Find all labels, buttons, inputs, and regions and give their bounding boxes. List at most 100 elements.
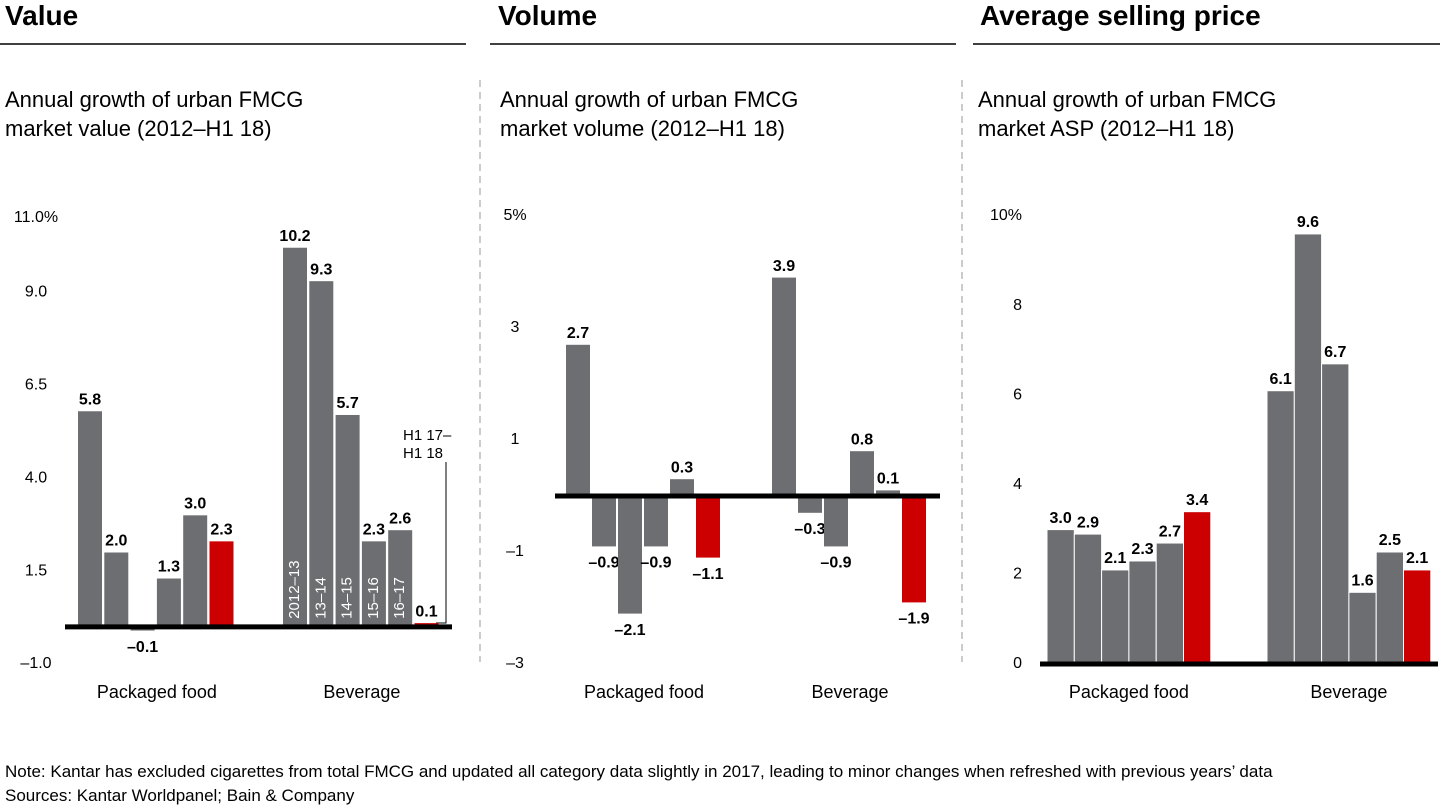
value-label: 9.3 (310, 261, 332, 278)
period-label: 16–17 (391, 577, 408, 619)
bar (902, 496, 926, 603)
period-label: 2012–13 (286, 560, 303, 618)
y-tick-label: 3 (511, 319, 520, 336)
bar (1348, 591, 1377, 665)
bar (1293, 233, 1323, 665)
value-label: –0.1 (127, 639, 158, 656)
value-label: 1.3 (158, 559, 180, 576)
period-label: 13–14 (312, 577, 329, 619)
value-label: 2.9 (1077, 514, 1099, 531)
period-label: 14–15 (339, 577, 356, 619)
y-tick-label: 0 (1013, 655, 1022, 672)
y-tick-label: 11.0% (14, 209, 58, 226)
value-label: –0.9 (820, 555, 851, 572)
y-tick-label: 1 (511, 431, 520, 448)
value-label: 0.1 (415, 603, 437, 620)
value-label: 2.5 (1379, 532, 1401, 549)
value-label: 2.6 (389, 510, 411, 527)
bar (772, 277, 796, 496)
bar (283, 247, 307, 627)
bar (592, 496, 616, 547)
y-tick-label: 6 (1013, 386, 1022, 403)
bar (876, 490, 900, 496)
y-tick-label: 1.5 (25, 562, 47, 579)
value-label: –1.1 (692, 566, 723, 583)
value-label: –1.9 (898, 611, 929, 628)
value-label: –0.9 (588, 555, 619, 572)
bar (1266, 390, 1295, 665)
y-tick-label: 2 (1013, 566, 1022, 583)
value-label: 2.3 (210, 522, 232, 539)
value-label: –2.1 (614, 622, 645, 639)
category-label: Packaged food (97, 682, 217, 702)
value-label: 5.8 (79, 391, 101, 408)
value-label: 6.1 (1270, 371, 1292, 388)
bar (618, 496, 642, 614)
bar (1403, 569, 1432, 665)
category-label: Packaged food (584, 682, 704, 702)
bar (1321, 363, 1350, 665)
value-label: 2.3 (1131, 541, 1153, 558)
y-tick-label: 10% (990, 207, 1022, 224)
value-label: 0.1 (877, 471, 899, 488)
bar (78, 411, 102, 627)
bar (388, 530, 413, 627)
bar (824, 496, 848, 547)
bar (104, 552, 129, 627)
bar (1183, 511, 1212, 665)
bar (156, 578, 181, 627)
panel-title: Value (5, 0, 79, 31)
value-label: 3.9 (773, 258, 795, 275)
panel-subtitle: Annual growth of urban FMCG market value… (5, 87, 304, 141)
value-label: –0.9 (640, 555, 671, 572)
panel-subtitle: Annual growth of urban FMCG market volum… (500, 87, 799, 141)
note: Note: Kantar has excluded cigarettes fro… (5, 762, 1273, 781)
value-label: 9.6 (1297, 214, 1319, 231)
value-label: 5.7 (336, 395, 358, 412)
y-tick-label: 5% (503, 207, 526, 224)
bar (850, 451, 874, 496)
y-tick-label: 4.0 (25, 469, 47, 486)
y-tick-label: –1.0 (20, 655, 51, 672)
panel-title: Average selling price (980, 0, 1261, 31)
panel-title: Volume (498, 0, 598, 31)
y-tick-label: 4 (1013, 476, 1022, 493)
value-label: 2.3 (363, 522, 385, 539)
value-label: 3.0 (1050, 510, 1072, 527)
value-label: 2.1 (1104, 550, 1126, 567)
value-label: 6.7 (1324, 344, 1346, 361)
annotation-leader (436, 462, 447, 624)
bar (1128, 560, 1157, 665)
bar (335, 414, 360, 627)
value-label: 2.1 (1406, 550, 1428, 567)
category-label: Beverage (323, 682, 400, 702)
bar (566, 344, 590, 496)
value-label: 0.3 (671, 459, 693, 476)
y-tick-label: 8 (1013, 297, 1022, 314)
value-label: 10.2 (279, 228, 310, 245)
y-tick-label: –3 (506, 655, 524, 672)
bar (1155, 542, 1184, 665)
y-tick-label: 9.0 (25, 284, 47, 301)
value-label: 2.0 (105, 533, 127, 550)
y-tick-label: 6.5 (25, 376, 47, 393)
category-label: Packaged food (1069, 682, 1189, 702)
value-label: 2.7 (1159, 523, 1181, 540)
bar (183, 515, 208, 627)
value-label: 0.8 (851, 431, 873, 448)
bar (309, 281, 334, 627)
bar (670, 479, 694, 496)
bar (798, 496, 822, 513)
value-label: 3.4 (1186, 492, 1208, 509)
bar (696, 496, 720, 558)
period-annotation: H1 17–H1 18 (403, 427, 452, 462)
panel-subtitle: Annual growth of urban FMCG market ASP (… (978, 87, 1277, 141)
bar (361, 541, 386, 627)
period-label: 15–16 (365, 577, 382, 619)
bar (1375, 551, 1404, 665)
value-label: 1.6 (1351, 573, 1373, 590)
category-label: Beverage (811, 682, 888, 702)
bar (1101, 569, 1130, 665)
